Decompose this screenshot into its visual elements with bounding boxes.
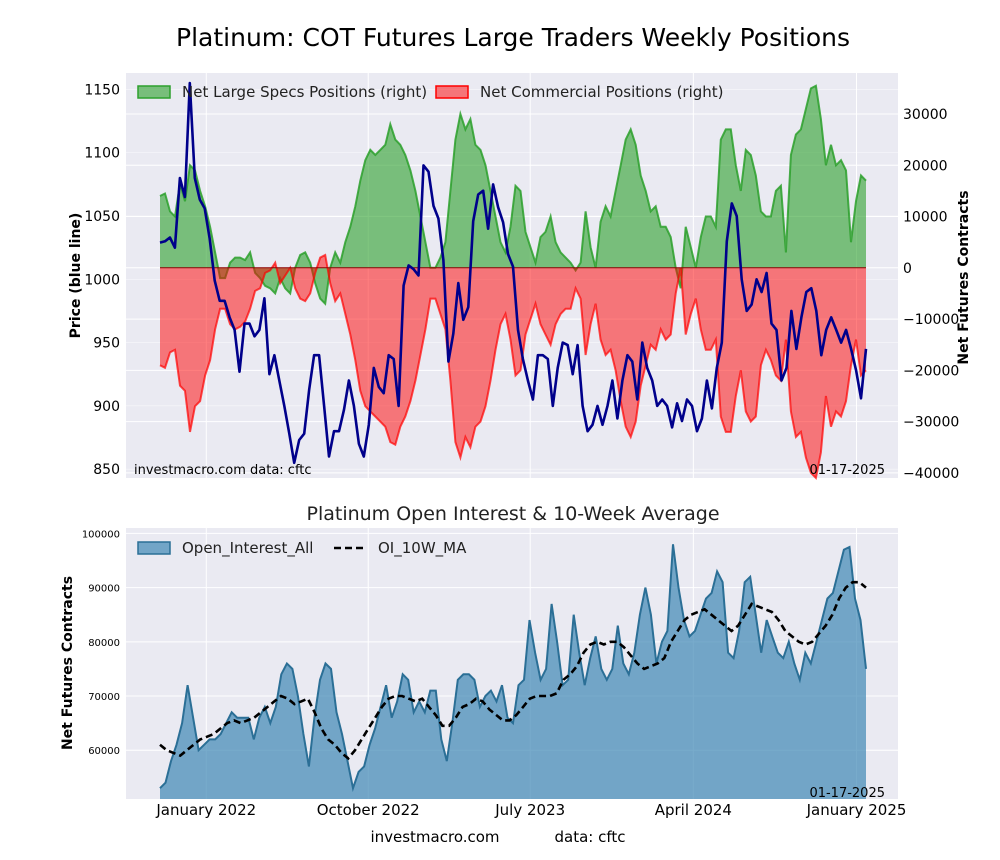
y2-tick-label: −30000 — [903, 415, 959, 431]
y-tick-label: 60000 — [88, 746, 120, 757]
left-axis-label: Price (blue line) — [68, 213, 84, 339]
commercial-line — [159, 253, 867, 481]
open-interest-panel: Platinum Open Interest & 10-Week Average… — [60, 503, 906, 819]
legend-swatch-oi — [137, 541, 171, 555]
price-line — [159, 81, 868, 465]
cot-positions-panel: 850 900 950 1000 1050 1100 1150 −40000 −30000 −2… — [68, 73, 972, 482]
price-series-line — [159, 81, 868, 465]
left-axis-label: Net Futures Contracts — [60, 576, 76, 750]
left-axis-ticks: 60000 70000 80000 90000 100000 — [82, 529, 120, 757]
y-tick-label: 1050 — [84, 209, 120, 225]
y-tick-label: 80000 — [88, 638, 120, 649]
open-interest-title: Platinum Open Interest & 10-Week Average — [306, 503, 719, 525]
footer-site: investmacro.com — [370, 828, 499, 846]
legend-label-commercial: Net Commercial Positions (right) — [480, 83, 724, 101]
y-tick-label: 1100 — [84, 146, 120, 162]
legend-label-ma: OI_10W_MA — [378, 539, 467, 558]
source-annotation: investmacro.com data: cftc — [134, 463, 312, 478]
y-tick-label: 850 — [93, 462, 120, 478]
y2-tick-label: −20000 — [903, 363, 959, 379]
x-tick-label: April 2024 — [655, 801, 732, 819]
y-tick-label: 900 — [93, 399, 120, 415]
x-tick-label: January 2022 — [155, 801, 256, 819]
right-axis-ticks: −40000 −30000 −20000 −10000 0 10000 20000 30000 — [903, 107, 959, 482]
x-tick-label: October 2022 — [317, 801, 420, 819]
y2-tick-label: 30000 — [903, 107, 948, 123]
y2-tick-label: −40000 — [903, 466, 959, 482]
chart-title: Platinum: COT Futures Large Traders Week… — [176, 23, 850, 52]
y-tick-label: 1150 — [84, 82, 120, 98]
y2-tick-label: 10000 — [903, 210, 948, 226]
x-axis-ticks: January 2022 October 2022 July 2023 April 2… — [155, 801, 906, 819]
y-tick-label: 950 — [93, 336, 120, 352]
y-tick-label: 1000 — [84, 272, 120, 288]
y2-tick-label: 0 — [903, 261, 912, 277]
date-annotation: 01-17-2025 — [809, 786, 885, 801]
y-tick-label: 100000 — [82, 529, 120, 540]
legend: Open_Interest_All OI_10W_MA — [137, 539, 467, 558]
x-tick-label: January 2025 — [806, 801, 907, 819]
commercial-area — [160, 255, 866, 478]
legend-swatch-commercial — [435, 85, 469, 99]
y2-tick-label: 20000 — [903, 158, 948, 174]
footer-source: data: cftc — [554, 828, 625, 846]
open-interest-fill — [160, 544, 866, 799]
date-annotation: 01-17-2025 — [809, 463, 885, 478]
y2-tick-label: −10000 — [903, 312, 959, 328]
x-tick-label: July 2023 — [494, 801, 565, 819]
legend-label-oi: Open_Interest_All — [182, 539, 313, 558]
legend-swatch-specs — [137, 85, 171, 99]
open-interest-area — [159, 544, 867, 799]
large-specs-area — [160, 85, 866, 304]
y-tick-label: 90000 — [88, 584, 120, 595]
large-specs-line — [159, 84, 867, 306]
legend-label-specs: Net Large Specs Positions (right) — [182, 83, 427, 101]
open-interest-line — [159, 544, 867, 793]
right-axis-label: Net Futures Contracts — [956, 190, 972, 364]
y-tick-label: 70000 — [88, 692, 120, 703]
legend: Net Large Specs Positions (right) Net Com… — [137, 83, 724, 101]
left-axis-ticks: 850 900 950 1000 1050 1100 1150 — [84, 82, 120, 478]
